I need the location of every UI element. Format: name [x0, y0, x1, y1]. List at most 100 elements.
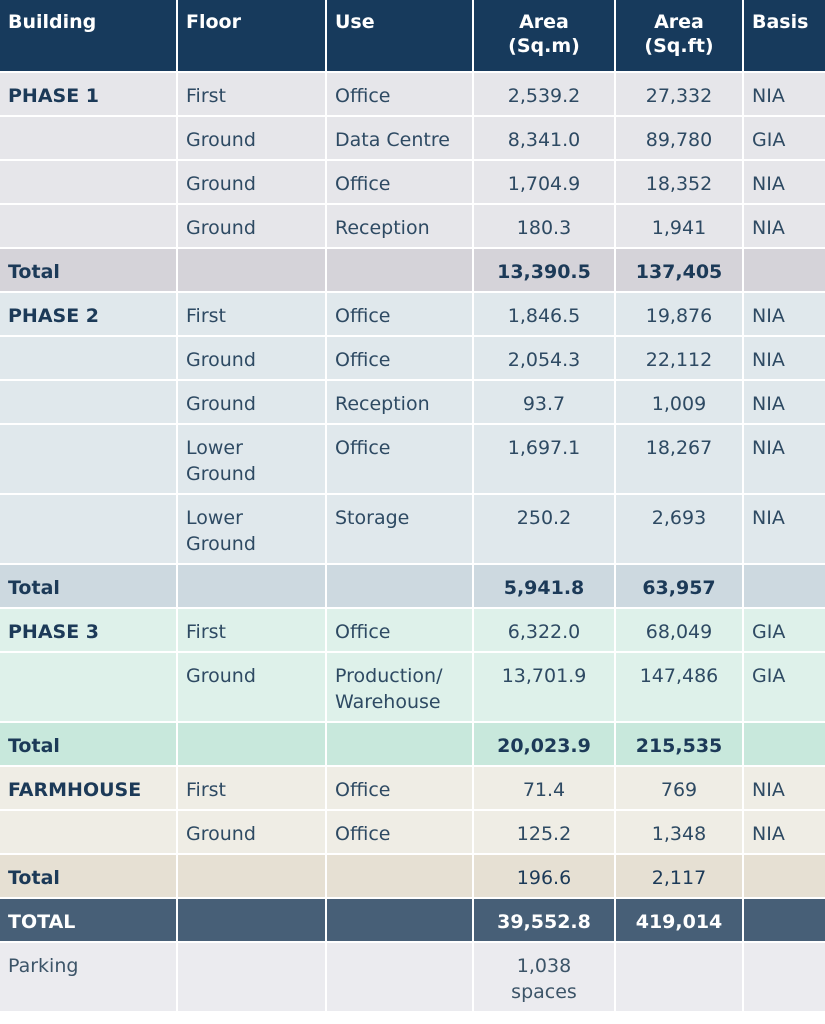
sqft-cell: 18,352: [615, 160, 744, 205]
grand-total-sqft: 419,014: [615, 898, 744, 943]
total-sqft: 137,405: [615, 248, 744, 293]
table-row: PHASE 3 First Office 6,322.0 68,049 GIA: [0, 608, 825, 653]
table-row: FARMHOUSE First Office 71.4 769 NIA: [0, 766, 825, 811]
use-cell: Reception: [326, 204, 474, 249]
basis-cell: NIA: [743, 72, 825, 117]
floor-cell: First: [177, 608, 327, 653]
basis-cell: [743, 854, 825, 899]
table-row: Lower Ground Office 1,697.1 18,267 NIA: [0, 424, 825, 495]
subtotal-row: Total 13,390.5 137,405: [0, 248, 825, 293]
total-sqft: 215,535: [615, 722, 744, 767]
use-cell: [326, 942, 474, 1013]
sqft-cell: 22,112: [615, 336, 744, 381]
sqft-cell: 1,348: [615, 810, 744, 855]
sqft-cell: 147,486: [615, 652, 744, 723]
basis-cell: NIA: [743, 766, 825, 811]
table-row: Ground Production/Warehouse 13,701.9 147…: [0, 652, 825, 723]
use-cell: [326, 854, 474, 899]
header-building: Building: [0, 0, 178, 73]
basis-cell: GIA: [743, 116, 825, 161]
basis-cell: NIA: [743, 810, 825, 855]
use-cell: [326, 898, 474, 943]
sqft-cell: 2,693: [615, 494, 744, 565]
table-row: Ground Office 1,704.9 18,352 NIA: [0, 160, 825, 205]
total-sqm: 196.6: [473, 854, 616, 899]
grand-total-label: TOTAL: [0, 898, 178, 943]
sqft-cell: 1,941: [615, 204, 744, 249]
parking-label: Parking: [0, 942, 178, 1013]
sqm-cell: 2,054.3: [473, 336, 616, 381]
basis-cell: NIA: [743, 336, 825, 381]
total-label: Total: [0, 564, 178, 609]
building-name: PHASE 1: [0, 72, 178, 117]
sqft-cell: 89,780: [615, 116, 744, 161]
building-name: PHASE 2: [0, 292, 178, 337]
basis-cell: NIA: [743, 204, 825, 249]
floor-cell: Ground: [177, 380, 327, 425]
sqft-cell: 769: [615, 766, 744, 811]
table-row: PHASE 1 First Office 2,539.2 27,332 NIA: [0, 72, 825, 117]
floor-cell: Ground: [177, 204, 327, 249]
use-cell: Office: [326, 608, 474, 653]
building-cell: [0, 336, 178, 381]
floor-cell: [177, 564, 327, 609]
floor-cell: [177, 942, 327, 1013]
floor-cell: [177, 722, 327, 767]
sqm-cell: 180.3: [473, 204, 616, 249]
sqft-cell: [615, 942, 744, 1013]
total-label: Total: [0, 248, 178, 293]
total-sqm: 20,023.9: [473, 722, 616, 767]
use-cell: [326, 722, 474, 767]
basis-cell: NIA: [743, 424, 825, 495]
floor-cell: Ground: [177, 160, 327, 205]
building-cell: [0, 116, 178, 161]
sqm-cell: 1,846.5: [473, 292, 616, 337]
basis-cell: [743, 722, 825, 767]
sqft-cell: 18,267: [615, 424, 744, 495]
sqm-cell: 6,322.0: [473, 608, 616, 653]
sqft-cell: 1,009: [615, 380, 744, 425]
sqm-cell: 8,341.0: [473, 116, 616, 161]
table-row: Ground Reception 180.3 1,941 NIA: [0, 204, 825, 249]
sqm-cell: 2,539.2: [473, 72, 616, 117]
building-cell: [0, 810, 178, 855]
header-area-sqm: Area (Sq.m): [473, 0, 616, 73]
table-row: Lower Ground Storage 250.2 2,693 NIA: [0, 494, 825, 565]
basis-cell: [743, 898, 825, 943]
parking-value: 1,038 spaces: [473, 942, 616, 1013]
basis-cell: NIA: [743, 160, 825, 205]
floor-cell: Lower Ground: [177, 494, 327, 565]
floor-cell: [177, 898, 327, 943]
floor-cell: [177, 248, 327, 293]
subtotal-row: Total 5,941.8 63,957: [0, 564, 825, 609]
floor-cell: Ground: [177, 652, 327, 723]
header-area-sqft: Area (Sq.ft): [615, 0, 744, 73]
total-label: Total: [0, 854, 178, 899]
use-cell: Office: [326, 766, 474, 811]
table-row: Ground Data Centre 8,341.0 89,780 GIA: [0, 116, 825, 161]
table-row: Ground Office 125.2 1,348 NIA: [0, 810, 825, 855]
sqm-cell: 1,697.1: [473, 424, 616, 495]
sqft-cell: 68,049: [615, 608, 744, 653]
total-sqm: 5,941.8: [473, 564, 616, 609]
use-cell: [326, 248, 474, 293]
floor-cell: First: [177, 292, 327, 337]
basis-cell: NIA: [743, 494, 825, 565]
building-cell: [0, 494, 178, 565]
subtotal-row: Total 20,023.9 215,535: [0, 722, 825, 767]
basis-cell: [743, 248, 825, 293]
building-cell: [0, 160, 178, 205]
header-row: Building Floor Use Area (Sq.m) Area (Sq.ft…: [0, 0, 825, 73]
use-cell: Office: [326, 810, 474, 855]
floor-cell: Ground: [177, 810, 327, 855]
total-sqft: 63,957: [615, 564, 744, 609]
grand-total-row: TOTAL 39,552.8 419,014: [0, 898, 825, 943]
basis-cell: GIA: [743, 652, 825, 723]
building-cell: [0, 652, 178, 723]
sqm-cell: 13,701.9: [473, 652, 616, 723]
use-cell: Office: [326, 424, 474, 495]
sqft-cell: 19,876: [615, 292, 744, 337]
table-row: Ground Reception 93.7 1,009 NIA: [0, 380, 825, 425]
use-cell: Data Centre: [326, 116, 474, 161]
